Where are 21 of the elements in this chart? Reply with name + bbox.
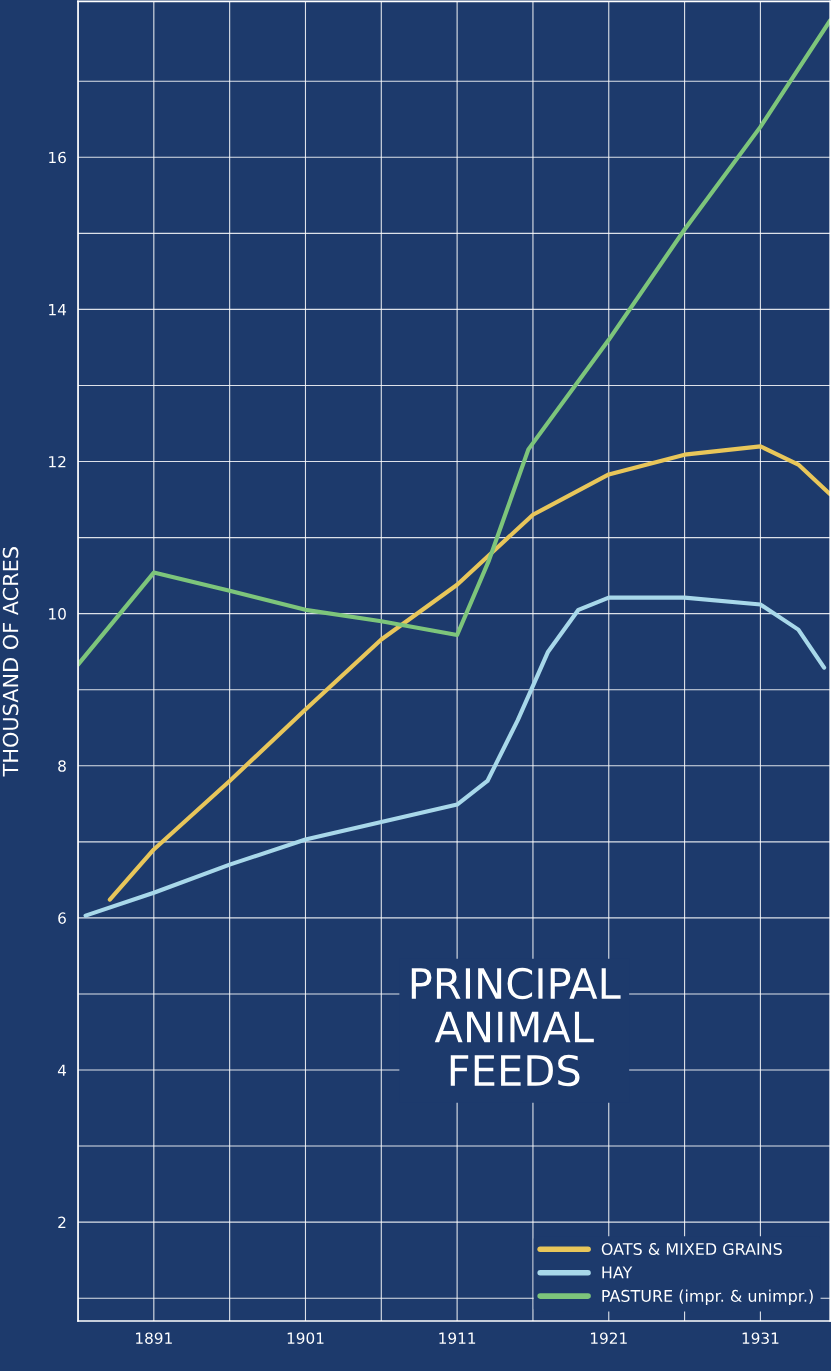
x-tick-label: 1891 [136,1332,172,1344]
line-series [107,444,831,902]
y-tick-label: 8 [58,760,66,772]
line-series [78,18,831,667]
x-tick-label: 1921 [591,1332,627,1344]
y-axis-title: THOUSAND OF ACRES [2,547,19,777]
x-tick-label: 1901 [287,1332,324,1344]
legend-label: PASTURE (impr. & unimpr.) [602,1289,813,1306]
x-tick-label: 1931 [742,1332,779,1344]
y-tick-label: 4 [57,1064,67,1076]
text: PRINCIPAL ANIMAL FEEDS [411,967,621,1087]
line-series [83,595,827,918]
y-tick-label: 14 [49,304,67,316]
legend-label: OATS & MIXED GRAINS [601,1242,782,1256]
y-tick-label: 6 [58,912,66,924]
y-tick-label: 10 [49,608,66,620]
y-tick-label: 2 [58,1216,66,1228]
y-tick-label: 12 [49,456,66,468]
legend-label: HAY [602,1266,633,1279]
x-tick-label: 1911 [439,1332,476,1344]
y-tick-label: 16 [49,151,66,164]
